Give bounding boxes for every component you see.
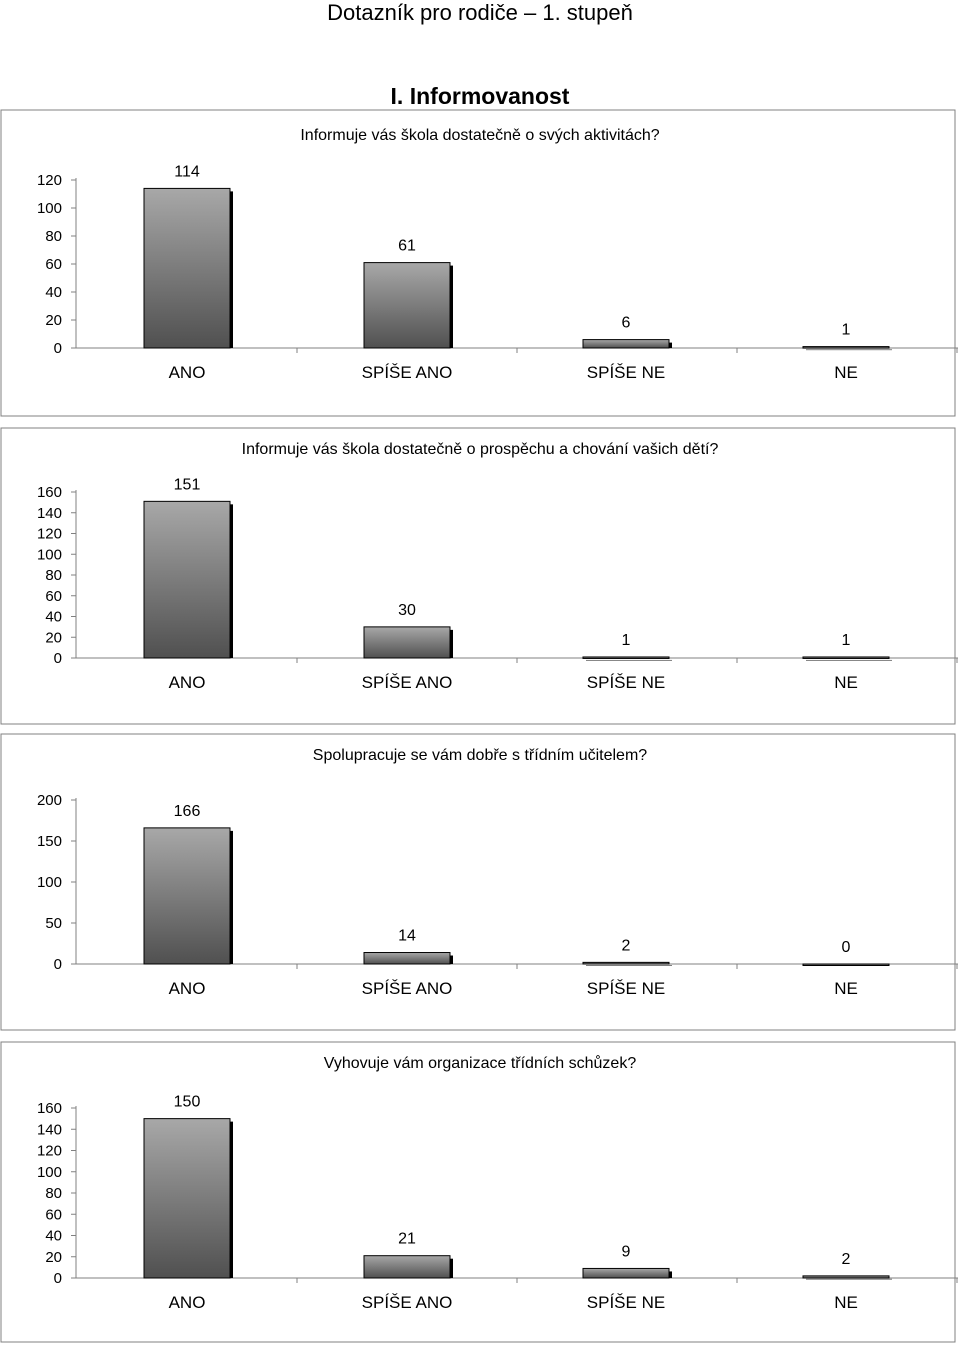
category-label: SPÍŠE NE [587,673,665,692]
chart-title: Vyhovuje vám organizace třídních schůzek… [324,1054,637,1072]
data-label: 14 [398,928,416,945]
category-label: ANO [169,979,206,998]
chart-3: Spolupracuje se vám dobře s třídním učit… [0,733,958,1031]
chart-frame [0,109,956,417]
category-label: ANO [169,1293,206,1312]
category-label: ANO [169,363,206,382]
bar-shadow [806,1278,892,1280]
bar [802,346,890,349]
bar [582,961,670,965]
chart-title: Informuje vás škola dostatečně o prospěc… [242,441,719,458]
chart-title: Informuje vás škola dostatečně o svých a… [300,127,659,144]
category-label: NE [834,1293,858,1312]
y-tick-label: 100 [37,200,62,217]
bar-shadow [586,965,672,966]
data-label: 30 [398,602,416,619]
y-tick-label: 0 [54,1270,62,1287]
data-label: 9 [622,1243,631,1260]
y-tick-label: 160 [37,1100,62,1117]
data-label: 1 [842,632,851,649]
y-tick-label: 100 [37,546,62,563]
y-tick-label: 120 [37,526,62,543]
y-tick-label: 150 [37,833,62,850]
data-label: 2 [842,1251,851,1268]
chart-frame [0,427,956,725]
y-tick-label: 20 [45,629,62,646]
bar [582,1267,670,1279]
y-tick-label: 0 [54,650,62,667]
data-label: 6 [622,315,631,332]
bar [143,827,231,965]
category-label: SPÍŠE NE [587,363,665,382]
y-tick-label: 40 [45,284,62,301]
data-label: 61 [398,238,416,255]
section-title: I. Informovanost [390,83,570,109]
category-label: NE [834,363,858,382]
y-tick-label: 160 [37,484,62,501]
y-tick-label: 120 [37,1143,62,1160]
bar [802,656,890,659]
category-label: SPÍŠE NE [587,1293,665,1312]
data-label: 150 [174,1094,201,1111]
data-label: 1 [842,322,851,339]
chart-4: Vyhovuje vám organizace třídních schůzek… [0,1041,958,1343]
data-label: 21 [398,1231,416,1248]
category-label: ANO [169,673,206,692]
chart-title: Spolupracuje se vám dobře s třídním učit… [313,747,647,764]
data-label: 151 [174,476,201,493]
y-tick-label: 40 [45,1228,62,1245]
chart-2: Informuje vás škola dostatečně o prospěc… [0,427,958,725]
bar [802,1275,890,1279]
y-tick-label: 140 [37,505,62,522]
category-label: NE [834,979,858,998]
data-label: 166 [174,803,201,820]
chart-1: Informuje vás škola dostatečně o svých a… [0,109,958,417]
y-tick-label: 120 [37,172,62,189]
y-tick-label: 0 [54,340,62,357]
y-tick-label: 200 [37,792,62,809]
y-tick-label: 80 [45,1185,62,1202]
bar [143,500,231,659]
category-label: SPÍŠE ANO [362,1293,453,1312]
y-tick-label: 60 [45,1206,62,1223]
y-tick-label: 80 [45,228,62,245]
category-label: SPÍŠE ANO [362,363,453,382]
bar [143,1118,231,1279]
y-tick-label: 100 [37,1164,62,1181]
y-tick-label: 0 [54,956,62,973]
category-label: SPÍŠE ANO [362,979,453,998]
bar [363,952,451,965]
y-tick-label: 100 [37,874,62,891]
y-tick-label: 40 [45,609,62,626]
data-label: 1 [622,632,631,649]
chart-frame [0,1041,956,1343]
chart-frame [0,733,956,1031]
bar-shadow [586,659,672,661]
data-label: 0 [842,939,851,956]
bar [143,187,231,349]
y-tick-label: 20 [45,312,62,329]
bar-shadow [806,659,892,661]
data-label: 2 [622,937,631,954]
y-tick-label: 60 [45,256,62,273]
data-label: 114 [174,163,200,180]
y-tick-label: 80 [45,567,62,584]
y-tick-label: 60 [45,588,62,605]
bar-shadow [806,349,892,351]
bar [802,963,890,966]
document-title: Dotazník pro rodiče – 1. stupeň [327,0,633,25]
y-tick-label: 140 [37,1121,62,1138]
bar [363,1255,451,1279]
bar [582,339,670,349]
category-label: SPÍŠE ANO [362,673,453,692]
bar [363,262,451,349]
bar [582,656,670,659]
y-tick-label: 20 [45,1249,62,1266]
category-label: SPÍŠE NE [587,979,665,998]
bar [363,626,451,659]
category-label: NE [834,673,858,692]
y-tick-label: 50 [45,915,62,932]
